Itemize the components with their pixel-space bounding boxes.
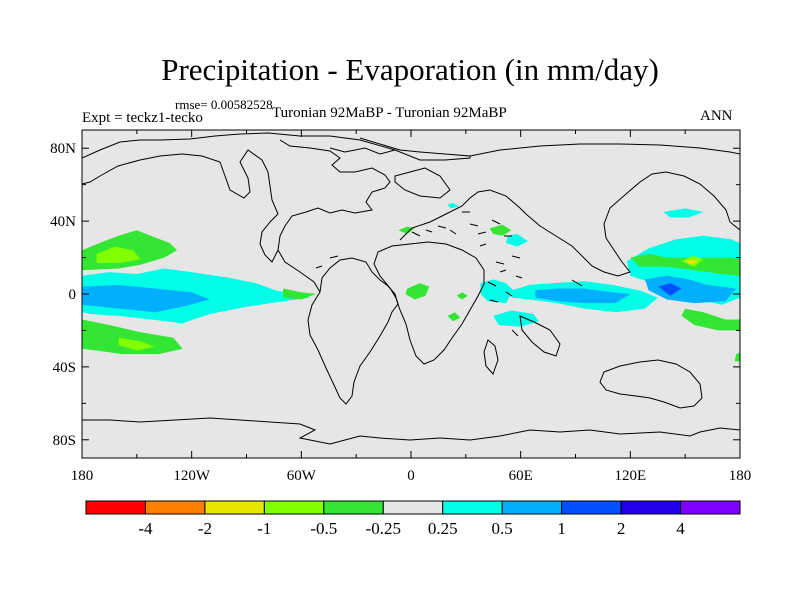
coastline-south-america: [307, 257, 399, 405]
colorbar-label: -0.5: [310, 519, 337, 538]
anomaly-region-22: [657, 283, 682, 296]
coastline-greenland: [329, 147, 451, 199]
anomaly-region-5: [82, 284, 210, 313]
anomaly-region-26: [681, 308, 740, 331]
colorbar-label: -2: [198, 519, 212, 538]
coastline-madagascar: [483, 339, 499, 375]
experiment-label: Expt = teckz1-tecko: [82, 110, 203, 126]
anomaly-region-25: [685, 259, 698, 265]
coastline-africa: [373, 241, 485, 365]
colorbar-swatch: [85, 500, 146, 515]
anomaly-region-8: [489, 224, 512, 236]
anomaly-region-18: [535, 288, 631, 304]
colorbar-swatch: [263, 500, 325, 515]
coastline-antarctica: [82, 417, 740, 445]
y-tick-label: 40N: [50, 214, 76, 230]
y-tick-label: 80S: [53, 433, 76, 449]
anomaly-region-13: [447, 312, 461, 322]
x-tick-label: 120W: [173, 468, 211, 484]
period-label: Turonian 92MaBP - Turonian 92MaBP: [272, 105, 507, 121]
colorbar-swatch: [501, 500, 563, 515]
anomaly-region-23: [630, 253, 740, 276]
colorbar-label: 2: [617, 519, 626, 538]
y-tick-label: 0: [69, 287, 77, 303]
anomaly-region-20: [663, 208, 704, 218]
colorbar-label: 0.25: [428, 519, 458, 538]
anomaly-region-10: [506, 233, 528, 247]
x-tick-label: 60E: [509, 468, 533, 484]
colorbar-label: 0.5: [492, 519, 513, 538]
rmse-label: rmse= 0.00582528: [175, 97, 273, 112]
coastline-central-america: [277, 249, 339, 293]
colorbar-swatch: [561, 500, 622, 515]
anomaly-region-11: [405, 283, 430, 300]
y-tick-label: 80N: [50, 141, 76, 157]
colorbar-label: -1: [257, 519, 271, 538]
chart-title: Precipitation - Evaporation (in mm/day): [161, 52, 659, 87]
colorbar-label: 4: [676, 519, 685, 538]
colorbar-swatch: [323, 500, 384, 515]
anomaly-region-21: [645, 275, 737, 304]
anomaly-region-27: [734, 352, 740, 362]
anomaly-region-16: [493, 310, 539, 327]
anomaly-region-2: [82, 319, 183, 355]
anomaly-region-6: [283, 288, 316, 300]
colorbar-label: 1: [557, 519, 566, 538]
x-tick-label: 60W: [287, 468, 317, 484]
anomaly-region-3: [118, 337, 156, 351]
season-label: ANN: [700, 108, 733, 124]
x-tick-label: 120E: [614, 468, 646, 484]
anomaly-region-7: [398, 226, 415, 234]
coastlines: [82, 132, 740, 445]
colorbar-swatch: [620, 500, 682, 515]
coastline-north-america: [82, 132, 471, 263]
anomaly-region-9: [447, 202, 459, 209]
colorbar-swatch: [442, 500, 503, 515]
y-tick-label: 40S: [53, 360, 76, 376]
coastline-europe: [399, 189, 527, 303]
colorbar-label: -4: [138, 519, 153, 538]
x-tick-label: 180: [729, 468, 752, 484]
anomaly-region-1: [96, 246, 141, 263]
x-tick-label: 180: [71, 468, 94, 484]
colorbar-swatch: [680, 500, 741, 515]
coastline-australia: [599, 359, 703, 409]
x-tick-label: 0: [407, 468, 415, 484]
coastline-asia: [469, 143, 740, 277]
colorbar-swatch: [204, 500, 265, 515]
anomaly-region-12: [456, 292, 468, 300]
colorbar-swatch: [144, 500, 206, 515]
anomaly-region-15: [480, 279, 514, 304]
colorbar-swatch: [382, 500, 444, 515]
colorbar-label: -0.25: [366, 519, 401, 538]
coastline-india: [511, 279, 583, 357]
